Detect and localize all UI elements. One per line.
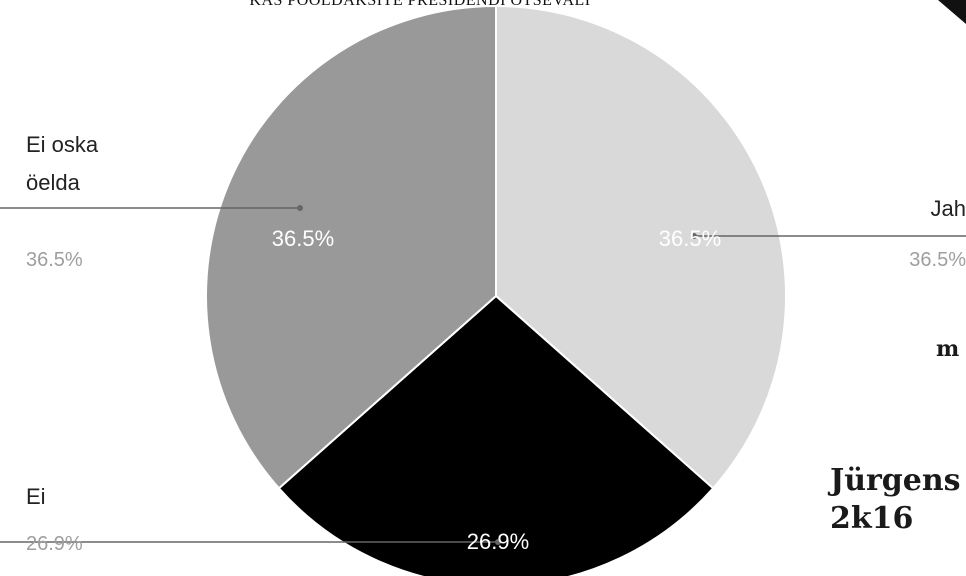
outer-pct-ei-oska-oelda: 36.5% xyxy=(26,249,83,271)
overlay-name-line2: 2k16 xyxy=(830,501,914,536)
leader-line-ei-oska-oelda-dot xyxy=(297,205,303,211)
chart-title: KAS POOLDAKSITE PRESIDENDI OTSEVALI xyxy=(249,0,591,9)
outer-label-ei-oska-oelda: Ei oska öelda xyxy=(26,132,104,195)
pie-slice-ei xyxy=(277,294,715,576)
pie-slice-jah xyxy=(495,4,787,490)
corner-decoration-shape xyxy=(938,0,966,24)
slice-inner-label-jah: 36.5% xyxy=(659,226,721,251)
pie-slices xyxy=(205,4,787,576)
pie-slice-ei-oska-elda xyxy=(205,4,497,490)
slice-labels: 36.5% 26.9% 36.5% Jah 36.5% Ei 26.9% Ei … xyxy=(26,132,966,555)
outer-pct-ei: 26.9% xyxy=(26,533,83,555)
outer-label-jah: Jah xyxy=(931,196,966,221)
outer-label-ei: Ei xyxy=(26,484,46,509)
slice-inner-label-ei: 26.9% xyxy=(467,529,529,554)
overlay-fragment-m: m xyxy=(936,336,960,362)
slice-inner-label-ei-oska-oelda: 36.5% xyxy=(272,226,334,251)
leader-line-ei-dot xyxy=(495,539,501,545)
leader-lines xyxy=(0,205,966,545)
overlay-name-line1: Jürgens xyxy=(830,463,961,498)
overlay-name-text: Jürgens 2k16 xyxy=(830,462,961,538)
leader-line-jah-dot xyxy=(691,233,697,239)
outer-pct-jah: 36.5% xyxy=(909,249,966,271)
